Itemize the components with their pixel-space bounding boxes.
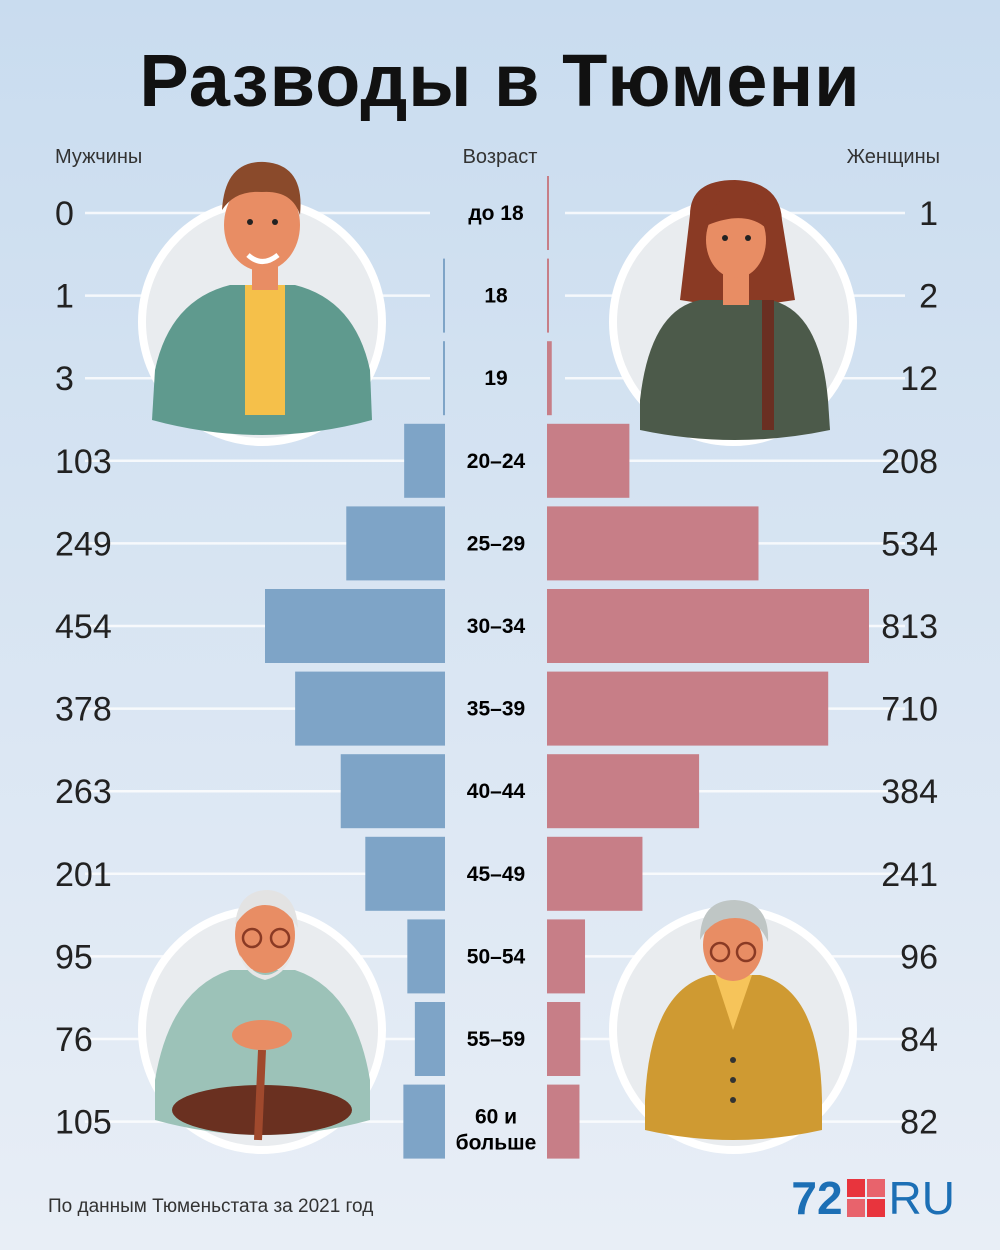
women-bar <box>547 919 586 994</box>
age-category-label: 40–44 <box>467 780 526 803</box>
women-value-label: 241 <box>881 856 938 894</box>
men-bar <box>407 919 445 994</box>
women-bar <box>547 423 630 498</box>
men-value-label: 249 <box>55 525 112 563</box>
age-category-label: 60 и <box>475 1106 517 1129</box>
age-column-label: Возраст <box>462 146 538 168</box>
page-title: Разводы в Тюмени <box>139 39 861 122</box>
men-value-label: 454 <box>55 608 112 646</box>
women-bar <box>547 176 549 250</box>
men-bar <box>443 341 445 416</box>
men-bar <box>404 423 445 498</box>
men-value-label: 1 <box>55 278 74 316</box>
women-value-label: 1 <box>919 195 938 233</box>
young-man-illustration <box>138 161 386 446</box>
women-value-label: 813 <box>881 608 938 646</box>
logo-number: 72 <box>791 1172 843 1224</box>
women-value-label: 12 <box>900 360 938 398</box>
women-value-label: 710 <box>881 691 938 729</box>
men-value-label: 0 <box>55 195 74 233</box>
men-bar <box>265 589 445 663</box>
men-bar <box>443 258 445 333</box>
men-bar <box>346 506 445 581</box>
age-category-label: 25–29 <box>467 532 525 555</box>
women-value-label: 2 <box>919 278 938 316</box>
women-value-label: 384 <box>881 773 938 811</box>
age-category-label: 45–49 <box>467 863 525 886</box>
men-value-label: 263 <box>55 773 112 811</box>
women-bar <box>547 341 552 416</box>
women-bar <box>547 1084 580 1159</box>
men-value-label: 201 <box>55 856 112 894</box>
men-value-label: 105 <box>55 1104 112 1142</box>
women-bar <box>547 589 869 663</box>
women-bar <box>547 258 549 333</box>
age-category-label: 55–59 <box>467 1028 525 1051</box>
women-value-label: 82 <box>900 1104 938 1142</box>
women-bar <box>547 671 829 746</box>
women-bar <box>547 506 759 581</box>
logo-square-icon <box>846 1179 885 1217</box>
women-value-label: 96 <box>900 938 938 976</box>
men-value-label: 103 <box>55 443 112 481</box>
women-value-label: 208 <box>881 443 938 481</box>
age-category-label: 35–39 <box>467 698 525 721</box>
age-category-label-line2: больше <box>456 1132 537 1155</box>
women-column-label: Женщины <box>846 146 940 168</box>
men-value-label: 95 <box>55 938 93 976</box>
men-bar <box>414 1002 445 1076</box>
men-bar <box>295 671 445 746</box>
age-category-label: 50–54 <box>467 945 526 968</box>
age-category-label: 19 <box>484 367 507 390</box>
age-category-label: 20–24 <box>467 450 526 473</box>
source-note: По данным Тюменьстата за 2021 год <box>48 1196 374 1217</box>
men-bar <box>403 1084 445 1159</box>
men-bar <box>340 754 445 829</box>
men-bar <box>365 836 445 911</box>
women-bar <box>547 1002 581 1076</box>
women-bar <box>547 754 700 829</box>
old-woman-illustration <box>609 900 857 1154</box>
bars <box>265 176 869 1159</box>
men-column-label: Мужчины <box>55 146 143 168</box>
women-value-label: 534 <box>881 525 938 563</box>
women-bar <box>547 836 643 911</box>
age-category-label: 30–34 <box>467 615 526 638</box>
young-woman-illustration <box>609 180 857 446</box>
age-category-label: до 18 <box>468 202 524 225</box>
brand-logo: 72 RU <box>791 1172 955 1224</box>
logo-suffix: RU <box>888 1172 955 1224</box>
women-value-label: 84 <box>900 1021 938 1059</box>
men-value-label: 378 <box>55 691 112 729</box>
men-value-label: 3 <box>55 360 74 398</box>
old-man-illustration <box>138 890 386 1154</box>
men-value-label: 76 <box>55 1021 93 1059</box>
age-category-label: 18 <box>484 285 508 308</box>
